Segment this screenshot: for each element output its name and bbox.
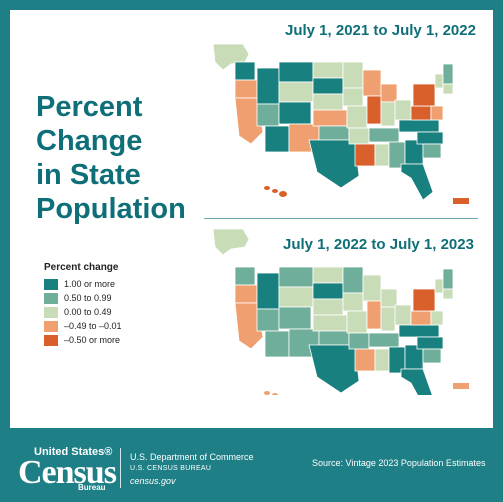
legend-label: –0.50 or more [64,335,121,345]
footer: United States® Census Bureau U.S. Depart… [0,428,503,502]
main-title: Percent Change in State Population [36,90,216,226]
map-2022-2023 [212,228,469,395]
title-line: in State [36,159,141,191]
bureau-name: U.S. CENSUS BUREAU [130,465,212,472]
legend-item: –0.50 or more [44,333,122,347]
legend-item: –0.49 to –0.01 [44,319,122,333]
legend-label: 0.00 to 0.49 [64,307,112,317]
legend-swatch [44,278,58,290]
legend-swatch [44,320,58,332]
puerto-rico-inset [453,198,469,204]
hawaii-inset [264,391,278,395]
title-line: Change [36,125,143,157]
legend: Percent change 1.00 or more 0.50 to 0.99 0… [44,262,122,347]
state-shapes [234,61,454,201]
title-line: Population [36,193,186,225]
website-link[interactable]: census.gov [130,476,176,486]
legend-label: 1.00 or more [64,279,116,289]
divider [204,218,478,219]
hawaii-inset [264,186,287,197]
legend-swatch [44,306,58,318]
legend-item: 0.50 to 0.99 [44,291,122,305]
map-title-2023: July 1, 2022 to July 1, 2023 [283,236,474,253]
department-name: U.S. Department of Commerce [130,452,254,462]
logo-top-text: United States® [34,446,113,458]
logo-bottom-text: Bureau [78,483,106,492]
legend-label: –0.49 to –0.01 [64,321,122,331]
map-title-2022: July 1, 2021 to July 1, 2022 [285,22,476,39]
legend-item: 1.00 or more [44,277,122,291]
legend-swatch [44,292,58,304]
puerto-rico-inset [453,383,469,389]
map-2021-2022 [212,43,469,204]
title-line: Percent [36,91,143,123]
legend-label: 0.50 to 0.99 [64,293,112,303]
alaska-inset [212,228,250,256]
legend-swatch [44,334,58,346]
source-note: Source: Vintage 2023 Population Estimate… [312,458,486,468]
footer-separator [120,448,121,488]
legend-title: Percent change [44,262,119,273]
census-logo: Census [18,454,117,491]
state-shapes [234,266,454,395]
legend-item: 0.00 to 0.49 [44,305,122,319]
